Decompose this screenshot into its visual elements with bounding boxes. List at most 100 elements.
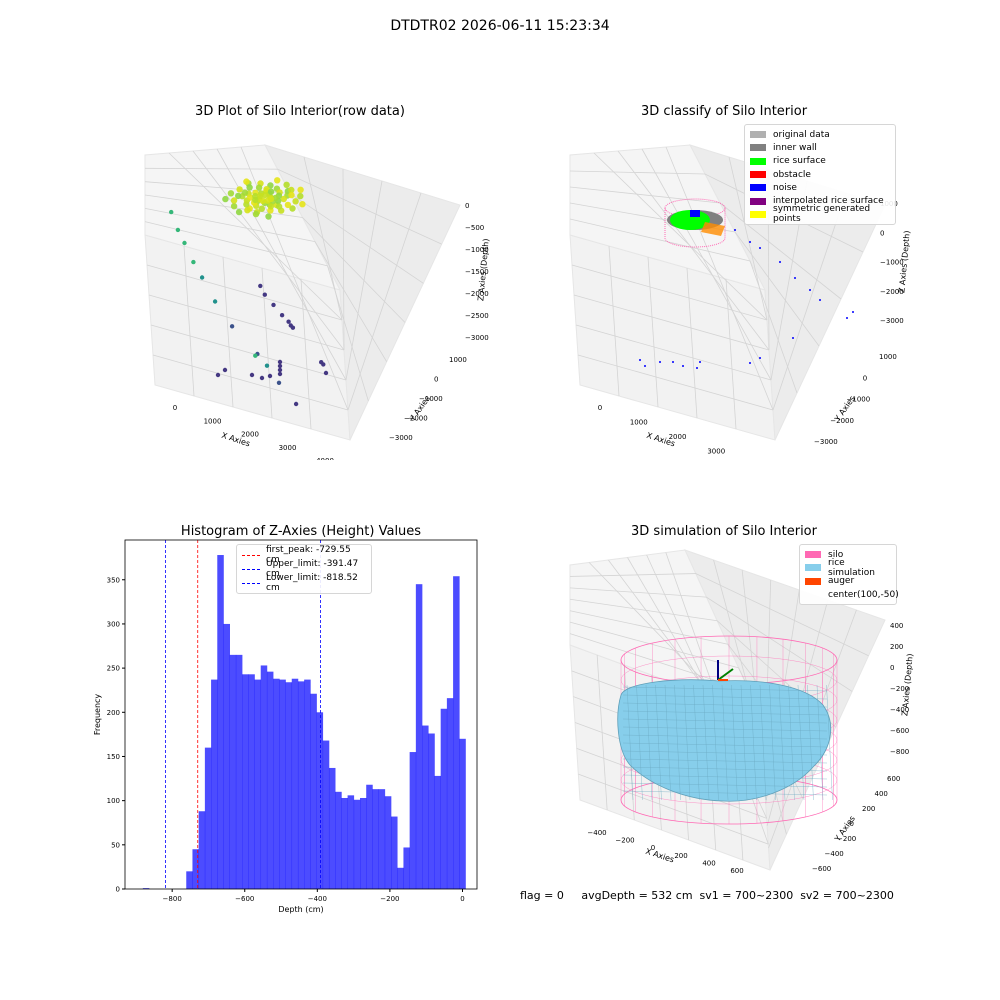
z-tick-label: −1000	[465, 246, 489, 254]
data-point	[271, 302, 276, 308]
y-tick-label: −200	[837, 835, 856, 843]
simulation-plot-title: 3D simulation of Silo Interior	[631, 524, 817, 539]
vertical-gridline	[569, 186, 842, 300]
y-tick-label: −400	[825, 850, 844, 858]
data-point	[265, 213, 272, 220]
wall-gridline	[641, 148, 772, 381]
classify-plot-title: 3D classify of Silo Interior	[640, 104, 808, 119]
rice-mesh-line	[769, 684, 776, 801]
z-tick-label: −3000	[880, 317, 904, 325]
noise-point	[779, 261, 781, 263]
legend-swatch	[805, 551, 821, 559]
histogram-bar	[453, 576, 460, 889]
rice-mesh-line	[683, 684, 691, 801]
data-point	[277, 367, 283, 373]
data-point	[259, 375, 265, 381]
histogram-bar	[310, 693, 317, 889]
y-tick-label: −3000	[389, 434, 413, 442]
histogram-bar	[341, 797, 348, 889]
z-axis-label: Z Axies (Depth)	[476, 238, 490, 301]
data-point	[279, 313, 285, 318]
noise-cluster	[690, 210, 700, 217]
data-point	[288, 191, 295, 199]
data-point	[244, 207, 251, 214]
x-tick-label: 600	[730, 867, 743, 875]
legend-original-data: original data	[750, 128, 890, 141]
x-tick-label: −400	[587, 829, 606, 837]
noise-point	[792, 337, 794, 339]
x-tick-label: −600	[235, 895, 254, 903]
y-tick-label: 200	[862, 805, 875, 813]
histogram-bar	[229, 654, 237, 889]
rice-mesh-line	[788, 684, 795, 801]
rice-mesh-line	[645, 684, 653, 801]
data-point	[284, 201, 292, 209]
legend-swatch	[805, 577, 821, 585]
data-point	[262, 292, 267, 297]
histogram-bar	[440, 708, 448, 889]
histogram-bar	[304, 679, 311, 889]
histogram-bar	[204, 747, 212, 889]
rice-mesh-line	[731, 684, 738, 801]
histogram-bar	[254, 679, 262, 889]
z-tick-label: −200	[890, 685, 909, 693]
histogram-bar	[409, 752, 417, 889]
vertical-gridline	[144, 221, 369, 401]
legend-rice-surface: rice surface	[750, 155, 890, 168]
z-axis-label: Z Axies (Depth)	[900, 653, 914, 716]
legend-auger: auger	[805, 575, 891, 588]
legend-symmetric: symmetric generated points	[750, 204, 890, 224]
noise-point	[819, 299, 821, 301]
noise-point	[682, 365, 684, 367]
x-axis-label: Depth (cm)	[278, 905, 323, 914]
y-tick-label: −3000	[814, 438, 838, 446]
rice-mesh-line	[622, 734, 828, 740]
noise-point	[794, 277, 796, 279]
histogram-bar	[211, 679, 218, 889]
y-tick-label: 600	[887, 775, 900, 783]
raw-plot-title: 3D Plot of Silo Interior(row data)	[195, 104, 405, 119]
wall-gridline	[168, 152, 343, 321]
y-tick-label: −2000	[830, 417, 854, 425]
z-tick-label: −500	[465, 224, 484, 232]
y-tick-label: 0	[116, 886, 120, 894]
histogram-bar	[353, 799, 361, 889]
histogram-bar	[322, 740, 330, 889]
z-tick-label: −800	[890, 748, 909, 756]
y-tick-label: 0	[850, 820, 854, 828]
x-tick-label: 3000	[707, 448, 725, 456]
data-point	[299, 201, 306, 208]
x-tick-label: −800	[163, 895, 182, 903]
back-left-pane	[569, 144, 766, 291]
data-point	[229, 324, 235, 329]
legend-rice-simulation: rice simulation	[805, 558, 891, 578]
histogram-bar	[378, 789, 386, 889]
x-tick-label: 1000	[204, 417, 222, 425]
vertical-gridline	[569, 587, 853, 692]
data-point	[191, 259, 196, 265]
noise-point	[639, 359, 641, 361]
wall-gridline	[617, 150, 770, 351]
legend-swatch	[750, 157, 766, 165]
rice-mesh-line	[636, 684, 643, 801]
rice-mesh-line	[674, 684, 681, 801]
rice-mesh-line	[750, 684, 757, 801]
wall-gridline	[665, 146, 774, 411]
legend-swatch	[805, 564, 821, 572]
x-tick-label: 1000	[630, 419, 648, 427]
histogram-bar	[235, 654, 243, 889]
x-tick-label: 4000	[316, 457, 334, 460]
rice-mesh-line	[712, 684, 719, 801]
y-tick-label: 150	[107, 753, 120, 761]
floor-gridline	[300, 278, 312, 430]
floor-gridline	[647, 256, 659, 408]
floor-gridline	[573, 294, 770, 351]
y-tick-label: 1000	[449, 356, 467, 364]
legend-upper-limit: Upper_limit: -391.47 cm	[242, 559, 366, 579]
z-tick-label: −2000	[465, 290, 489, 298]
floor-gridline	[222, 256, 234, 408]
z-tick-label: 400	[890, 622, 903, 630]
histogram-bar	[415, 584, 423, 889]
legend-swatch	[750, 184, 766, 192]
y-tick-label: −600	[812, 865, 831, 873]
